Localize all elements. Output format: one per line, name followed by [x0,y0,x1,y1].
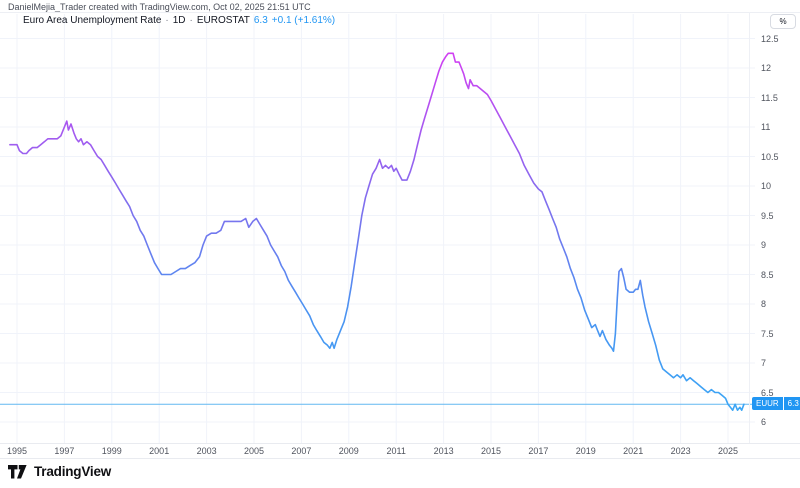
price-axis-label: 6.5 [761,387,774,398]
price-axis-label: 11 [761,122,771,132]
price-axis-label: 7 [761,358,767,368]
time-axis-label: 2011 [386,446,406,456]
series-change: +0.1 (+1.61%) [271,15,336,26]
last-price-badge: EUUR 6.3 [752,397,800,411]
attribution-text: DanielMejia_Trader created with TradingV… [8,2,311,12]
series-title: Euro Area Unemployment Rate [23,15,162,26]
time-axis-label: 1997 [54,446,75,456]
unemployment-rate-series-line[interactable] [9,52,745,412]
series-last-value: 6.3 [253,15,268,26]
series-legend[interactable]: Euro Area Unemployment Rate · 1D · EUROS… [23,15,335,26]
price-axis-label: 9 [761,240,767,250]
header-separator [0,12,800,13]
time-axis-label: 2025 [717,446,739,456]
last-price-value: 6.3 [783,397,800,411]
time-axis-label: 1999 [101,446,122,456]
price-axis-label: 8.5 [761,269,774,280]
time-axis-label: 2009 [338,446,359,456]
time-axis-label: 2015 [480,446,502,456]
time-axis-label: 2003 [196,446,217,456]
time-axis-label: 1995 [6,446,28,456]
legend-dot-separator: · [189,15,193,26]
time-axis-label: 2021 [623,446,644,456]
series-interval: 1D [172,15,186,26]
tradingview-wordmark: TradingView [34,464,112,479]
badge-divider [782,397,784,411]
price-axis-label: 7.5 [761,328,774,339]
tradingview-footer-link[interactable]: TradingView [8,464,111,479]
price-axis-label: 11.5 [761,92,778,103]
time-axis-border [0,443,800,444]
ticker-symbol-label: EUUR [752,397,783,411]
time-axis-label: 2001 [149,446,170,456]
footer-border [0,458,800,459]
price-axis-label: 6 [761,417,767,427]
time-axis-label: 2013 [433,446,454,456]
percent-scale-button[interactable]: % [770,14,796,29]
price-axis-label: 12 [761,63,772,73]
price-axis-label: 8 [761,299,767,309]
percent-scale-label: % [779,17,787,26]
price-axis-label: 12.5 [761,33,779,44]
price-axis-border [749,12,750,443]
time-axis-label: 2023 [670,446,691,456]
price-axis-label: 10.5 [761,151,779,162]
tradingview-logo-icon [8,464,27,478]
time-axis-label: 2007 [291,446,312,456]
price-axis-label: 10 [761,181,772,191]
price-axis-label: 9.5 [761,210,774,221]
time-axis-label: 2019 [575,446,596,456]
series-source: EUROSTAT [196,15,250,26]
legend-dot-separator: · [165,15,169,26]
time-axis-label: 2017 [528,446,549,456]
time-axis-label: 2005 [243,446,265,456]
